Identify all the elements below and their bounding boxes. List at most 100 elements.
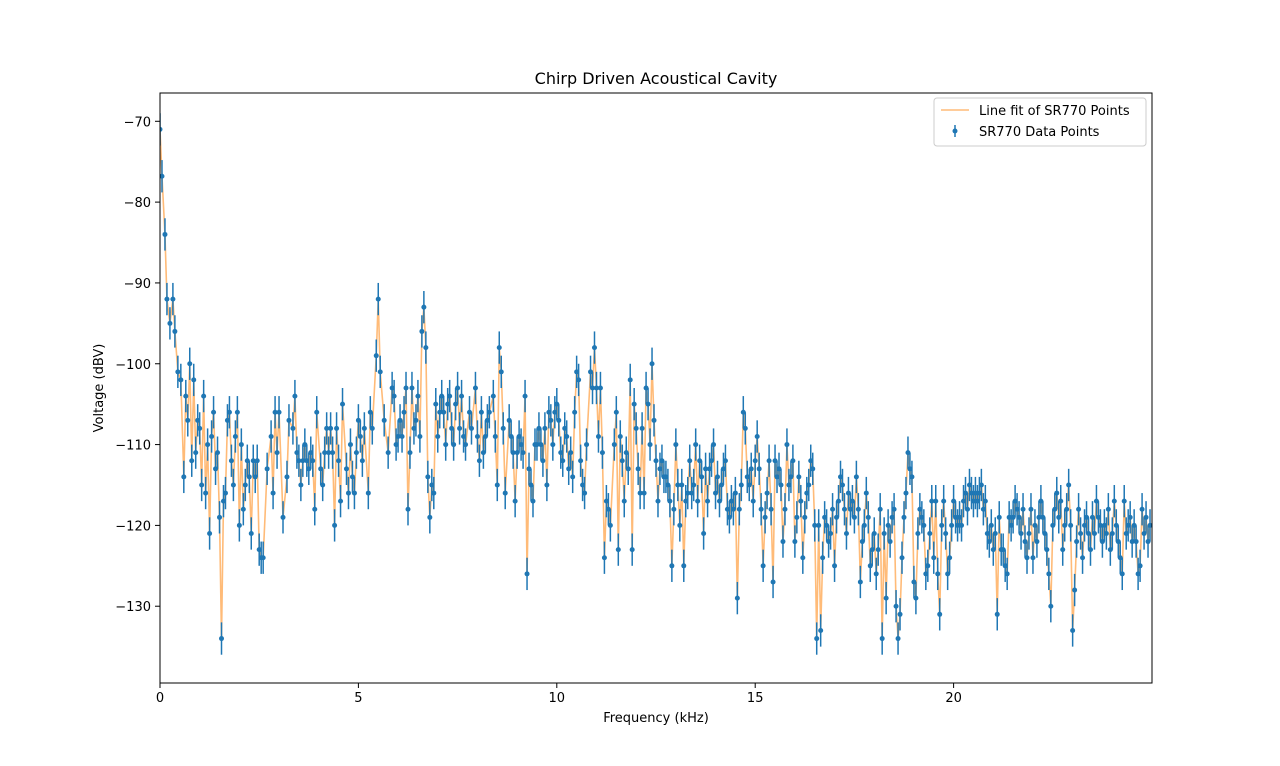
- data-point: [340, 401, 346, 407]
- data-point: [193, 450, 199, 456]
- data-point: [564, 433, 570, 439]
- data-point: [399, 433, 405, 439]
- data-point: [792, 539, 798, 545]
- data-point: [617, 433, 623, 439]
- data-point: [701, 530, 707, 536]
- data-point: [943, 530, 949, 536]
- data-point: [1080, 555, 1086, 561]
- data-point: [492, 433, 498, 439]
- data-point: [621, 498, 627, 504]
- data-point: [653, 458, 659, 464]
- data-point: [861, 522, 867, 528]
- data-point: [619, 458, 625, 464]
- data-point: [425, 474, 431, 480]
- data-point: [502, 490, 508, 496]
- data-point: [578, 458, 584, 464]
- data-point: [292, 393, 298, 399]
- data-point: [1105, 506, 1111, 512]
- data-point: [328, 425, 334, 431]
- data-point: [978, 482, 984, 488]
- data-point: [637, 490, 643, 496]
- data-point: [695, 498, 701, 504]
- data-point: [272, 409, 278, 415]
- data-point: [187, 361, 193, 367]
- data-point: [927, 530, 933, 536]
- data-point: [929, 498, 935, 504]
- data-point: [677, 522, 683, 528]
- data-point: [734, 595, 740, 601]
- data-point: [264, 466, 270, 472]
- data-point: [510, 450, 516, 456]
- data-point: [754, 433, 760, 439]
- data-point: [181, 474, 187, 480]
- data-point: [197, 425, 203, 431]
- data-point: [949, 522, 955, 528]
- data-point: [693, 442, 699, 448]
- data-point: [629, 547, 635, 553]
- data-point: [385, 450, 391, 456]
- data-point: [641, 490, 647, 496]
- data-point: [298, 482, 304, 488]
- data-point: [1044, 547, 1050, 553]
- data-point: [228, 458, 234, 464]
- data-point: [770, 579, 776, 585]
- data-point: [582, 490, 588, 496]
- data-point: [345, 490, 351, 496]
- data-point: [671, 506, 677, 512]
- data-point: [1026, 530, 1032, 536]
- data-point: [691, 482, 697, 488]
- data-point: [570, 474, 576, 480]
- data-point: [655, 498, 661, 504]
- data-point: [931, 555, 937, 561]
- x-axis-label: Frequency (kHz): [603, 711, 709, 726]
- data-point: [207, 530, 213, 536]
- data-point: [597, 385, 603, 391]
- data-point: [863, 490, 869, 496]
- data-point: [766, 458, 772, 464]
- data-point: [496, 345, 502, 351]
- data-point: [933, 498, 939, 504]
- data-point: [994, 611, 1000, 617]
- data-point: [248, 530, 254, 536]
- data-point: [715, 474, 721, 480]
- data-point: [828, 530, 834, 536]
- data-point: [992, 530, 998, 536]
- data-point: [240, 506, 246, 512]
- data-point: [160, 126, 163, 132]
- data-point: [472, 385, 478, 391]
- data-point: [669, 563, 675, 569]
- data-point: [810, 466, 816, 472]
- data-point: [748, 466, 754, 472]
- data-point: [560, 458, 566, 464]
- data-point: [887, 539, 893, 545]
- data-point: [649, 361, 655, 367]
- data-point: [230, 482, 236, 488]
- data-point: [246, 474, 252, 480]
- data-point: [433, 401, 439, 407]
- data-point: [909, 474, 915, 480]
- plot-frame: [159, 92, 1153, 684]
- data-point: [877, 506, 883, 512]
- data-point: [1133, 539, 1139, 545]
- data-point: [494, 482, 500, 488]
- data-point: [615, 547, 621, 553]
- data-point: [853, 474, 859, 480]
- data-point: [901, 514, 907, 520]
- data-point: [816, 522, 822, 528]
- data-point: [1111, 498, 1117, 504]
- x-tick-label: 5: [354, 691, 362, 706]
- data-point: [806, 482, 812, 488]
- data-point: [590, 385, 596, 391]
- data-point: [183, 393, 189, 399]
- data-point: [326, 450, 332, 456]
- data-point: [1119, 571, 1125, 577]
- data-point: [576, 377, 582, 383]
- data-point: [935, 571, 941, 577]
- x-tick-label: 15: [747, 691, 764, 706]
- data-point: [812, 522, 818, 528]
- data-point: [443, 442, 449, 448]
- data-point: [1087, 547, 1093, 553]
- data-point: [651, 417, 657, 423]
- data-point: [435, 433, 441, 439]
